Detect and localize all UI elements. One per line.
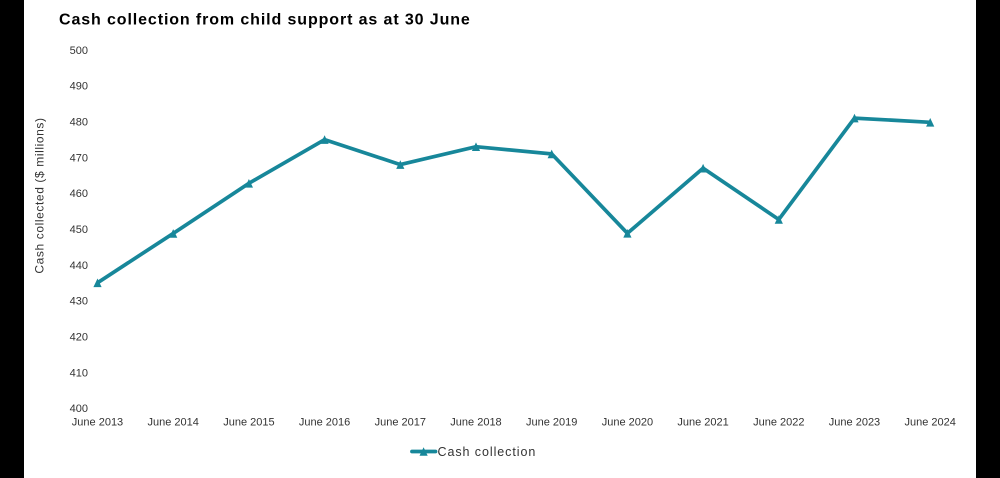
- svg-text:460: 460: [70, 188, 88, 200]
- svg-text:June 2023: June 2023: [829, 417, 880, 429]
- svg-text:500: 500: [70, 45, 88, 57]
- svg-text:480: 480: [70, 117, 88, 129]
- svg-text:450: 450: [70, 224, 88, 236]
- svg-text:Cash collection: Cash collection: [438, 445, 537, 459]
- svg-text:410: 410: [70, 367, 88, 379]
- svg-text:June 2017: June 2017: [375, 417, 426, 429]
- svg-text:June 2021: June 2021: [677, 417, 728, 429]
- svg-text:490: 490: [70, 81, 88, 93]
- svg-text:June 2020: June 2020: [602, 417, 653, 429]
- svg-text:June 2015: June 2015: [223, 417, 274, 429]
- svg-text:June 2018: June 2018: [450, 417, 501, 429]
- svg-text:June 2022: June 2022: [753, 417, 804, 429]
- svg-text:400: 400: [70, 403, 88, 415]
- svg-text:June 2024: June 2024: [905, 417, 956, 429]
- svg-text:June 2013: June 2013: [72, 417, 123, 429]
- svg-text:430: 430: [70, 296, 88, 308]
- svg-text:420: 420: [70, 331, 88, 343]
- svg-text:Cash collection from child sup: Cash collection from child support as at…: [59, 12, 471, 29]
- svg-text:June 2016: June 2016: [299, 417, 350, 429]
- svg-text:Cash collected ($ millions): Cash collected ($ millions): [33, 117, 47, 273]
- svg-text:June 2019: June 2019: [526, 417, 577, 429]
- svg-text:440: 440: [70, 260, 88, 272]
- svg-text:470: 470: [70, 152, 88, 164]
- svg-text:June 2014: June 2014: [148, 417, 199, 429]
